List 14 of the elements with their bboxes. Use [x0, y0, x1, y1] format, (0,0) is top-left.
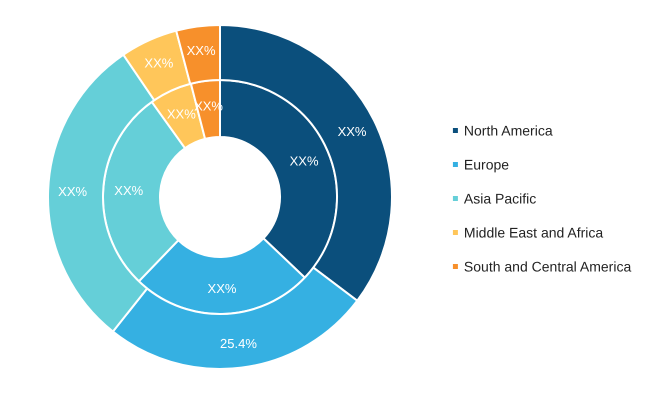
- legend-label: North America: [464, 122, 553, 138]
- data-label: XX%: [58, 184, 88, 199]
- data-label: XX%: [186, 43, 216, 58]
- data-label: XX%: [114, 182, 144, 198]
- legend-label: South and Central America: [464, 258, 632, 274]
- legend-label: Middle East and Africa: [464, 224, 604, 240]
- data-label: XX%: [166, 106, 196, 122]
- data-label: XX%: [208, 280, 237, 296]
- data-label: XX%: [144, 55, 174, 70]
- legend-label: Asia Pacific: [464, 190, 536, 206]
- data-label: 25.4%: [220, 336, 258, 351]
- data-label: XX%: [338, 124, 367, 139]
- legend-label: Europe: [464, 156, 510, 172]
- data-label: XX%: [290, 153, 319, 168]
